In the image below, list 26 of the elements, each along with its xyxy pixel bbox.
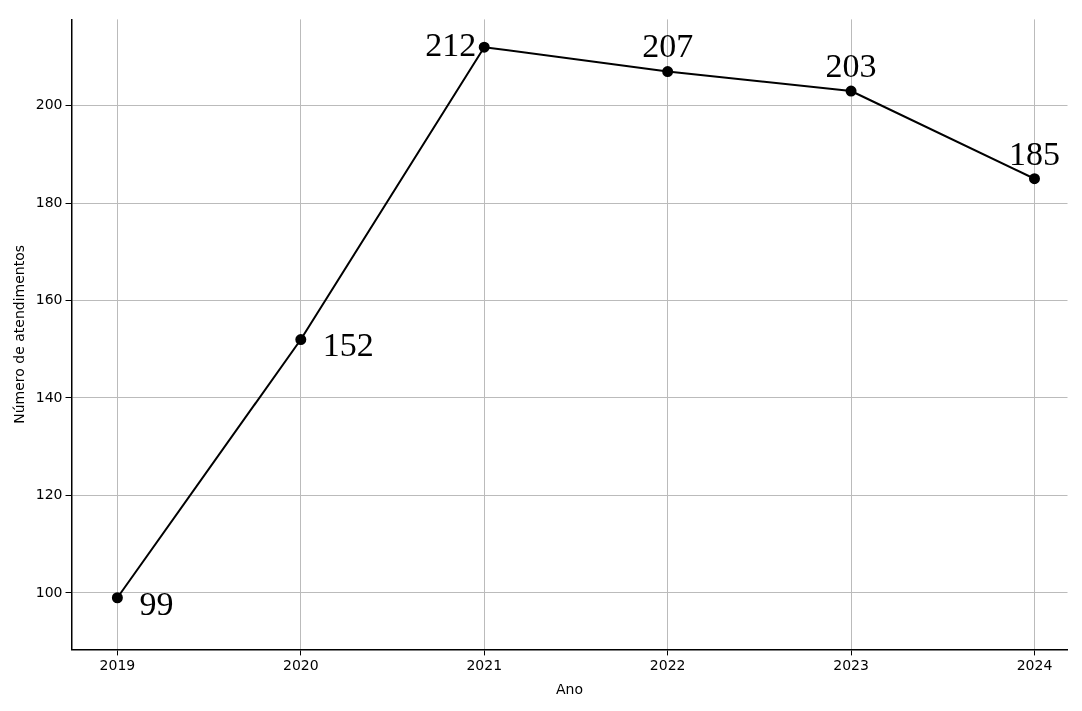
y-tick-label: 120 (35, 486, 63, 503)
y-tick-label: 100 (35, 583, 63, 600)
point (478, 41, 490, 53)
data-label: 185 (1008, 134, 1060, 172)
x-tick-label: 2020 (282, 657, 319, 674)
point (111, 592, 123, 604)
y-tick-label: 160 (35, 291, 63, 308)
point (845, 85, 857, 97)
x-tick-label: 2022 (649, 657, 686, 674)
x-tick-label: 2021 (466, 657, 503, 674)
data-label: 203 (825, 46, 877, 84)
x-axis-title: Ano (556, 681, 584, 698)
x-tick-label: 2019 (99, 657, 136, 674)
y-tick-label: 200 (35, 96, 63, 113)
data-label: 207 (642, 27, 694, 65)
y-tick-label: 180 (35, 193, 63, 210)
point (662, 66, 674, 78)
y-tick-label: 140 (35, 388, 63, 405)
x-tick-label: 2023 (833, 657, 869, 674)
data-label: 99 (139, 584, 174, 622)
y-axis-title: Número de atendimentos (11, 244, 28, 424)
data-label: 152 (322, 326, 374, 364)
data-label: 212 (425, 26, 477, 64)
point (295, 334, 307, 346)
x-tick-label: 2024 (1016, 657, 1053, 674)
point (1028, 173, 1040, 185)
